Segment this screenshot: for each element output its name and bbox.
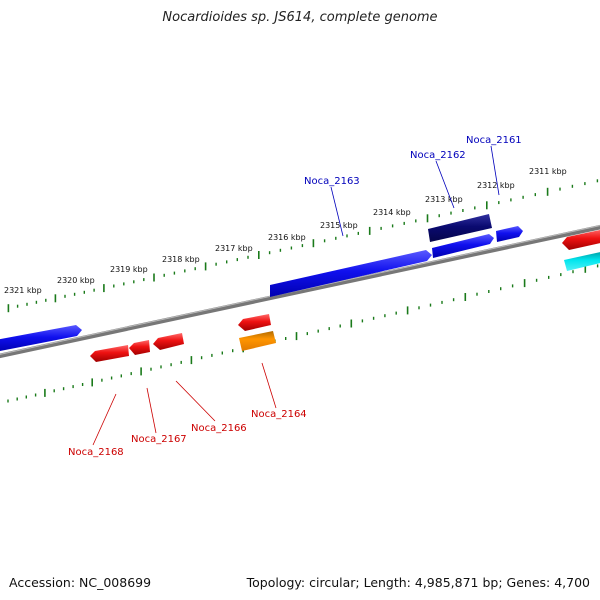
- inner-ruler-ticks: [7, 264, 599, 403]
- kbp-label-2318: 2318 kbp: [162, 255, 200, 264]
- gene-label-noca-2163[interactable]: Noca_2163: [304, 176, 360, 187]
- genome-summary-text: Topology: circular; Length: 4,985,871 bp…: [246, 575, 590, 590]
- kbp-label-2321: 2321 kbp: [4, 286, 42, 295]
- kbp-label-2311: 2311 kbp: [529, 167, 567, 176]
- kbp-label-2319: 2319 kbp: [110, 265, 148, 274]
- gene-arrow-noca-2167[interactable]: [129, 340, 150, 355]
- gene-label-noca-2162[interactable]: Noca_2162: [410, 150, 466, 161]
- kbp-label-2320: 2320 kbp: [57, 276, 95, 285]
- kbp-label-2314: 2314 kbp: [373, 208, 411, 217]
- kbp-label-2317: 2317 kbp: [215, 244, 253, 253]
- reverse-label-leaders: [92, 362, 277, 446]
- gene-arrow-noca-2162-top[interactable]: [428, 214, 492, 242]
- kbp-label-2316: 2316 kbp: [268, 233, 306, 242]
- gene-arrow-noca-2164[interactable]: [239, 331, 276, 351]
- gene-label-noca-2164[interactable]: Noca_2164: [251, 409, 307, 420]
- outer-ruler-ticks: [7, 179, 599, 313]
- gene-arrow-noca-2168[interactable]: [90, 345, 129, 362]
- gene-arrow-noca-2161[interactable]: [496, 226, 523, 242]
- gene-arrow-noca-2166[interactable]: [153, 333, 184, 350]
- reverse-genes: [90, 229, 600, 362]
- gene-arrow-right-edge-red[interactable]: [562, 229, 600, 250]
- gene-label-noca-2168[interactable]: Noca_2168: [68, 447, 124, 458]
- accession-text: Accession: NC_008699: [9, 575, 152, 590]
- gene-arrow-noca-2163[interactable]: [270, 250, 432, 297]
- gene-label-noca-2161[interactable]: Noca_2161: [466, 135, 522, 146]
- gene-arrow-noca-2162[interactable]: [432, 234, 494, 258]
- gene-arrow-left-edge[interactable]: [0, 325, 82, 352]
- genome-backbone: [0, 224, 600, 359]
- gene-label-noca-2166[interactable]: Noca_2166: [191, 423, 247, 434]
- forward-label-leaders: [330, 145, 500, 237]
- map-title: Nocardioides sp. JS614, complete genome: [162, 10, 438, 25]
- gene-label-noca-2167[interactable]: Noca_2167: [131, 434, 187, 445]
- forward-genes: [0, 214, 523, 352]
- kbp-label-2313: 2313 kbp: [425, 195, 463, 204]
- gene-arrow-noca-2165[interactable]: [238, 314, 271, 331]
- gene-arrow-right-edge-cyan[interactable]: [564, 251, 600, 271]
- kbp-label-2315: 2315 kbp: [320, 221, 358, 230]
- kbp-label-2312: 2312 kbp: [477, 181, 515, 190]
